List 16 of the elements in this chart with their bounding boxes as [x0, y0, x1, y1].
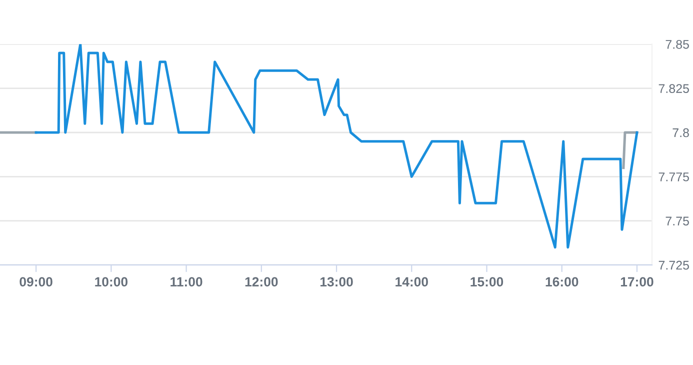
x-tick-label: 15:00 [470, 277, 504, 286]
y-tick-label: 7.8 [672, 128, 689, 138]
y-tick-label: 7.75 [666, 216, 689, 226]
y-tick-label: 7.775 [658, 172, 689, 182]
x-tick-label: 12:00 [245, 277, 278, 286]
y-tick-label: 7.725 [658, 260, 689, 270]
x-tick-label: 13:00 [320, 277, 353, 287]
x-tick-label: 09:00 [20, 277, 52, 286]
x-tick-label: 14:00 [396, 277, 428, 286]
x-tick-label: 11:00 [170, 277, 202, 286]
y-tick-label: 7.85 [666, 40, 689, 49]
x-tick-label: 10:00 [95, 277, 128, 286]
y-tick-label: 7.825 [658, 84, 689, 93]
x-tick-label: 16:00 [546, 277, 578, 286]
x-tick-label: 17:00 [620, 277, 654, 286]
line-series [34, 44, 638, 249]
